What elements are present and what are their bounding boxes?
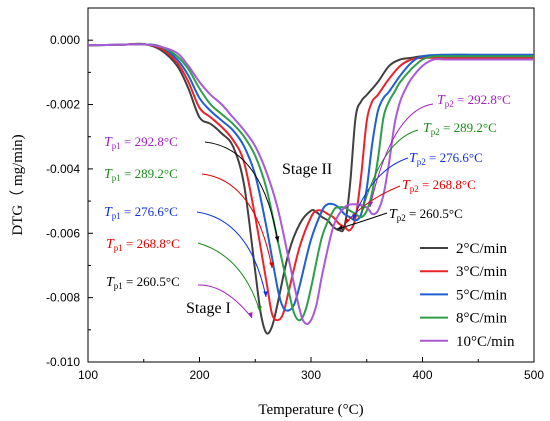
annotation-subscript: p2 xyxy=(410,184,419,194)
annotation-symbol: T xyxy=(402,178,411,193)
annotation-subscript: p1 xyxy=(112,141,121,151)
annotation-value: = 260.5°C xyxy=(123,274,180,289)
arrow-head xyxy=(352,214,357,220)
annotation-symbol: T xyxy=(104,205,113,220)
annotation-value: = 289.2°C xyxy=(121,166,178,181)
y-axis-title: DTG（ mg/min) xyxy=(9,134,26,235)
series-line-0 xyxy=(88,42,534,335)
annotation-symbol: T xyxy=(104,135,113,150)
y-tick-label: 0.000 xyxy=(50,33,80,47)
annotation-label: Tp1 = 276.6°C xyxy=(104,204,178,221)
annotation-subscript: p1 xyxy=(114,243,123,253)
annotation-subscript: p1 xyxy=(112,173,121,183)
annotation-symbol: T xyxy=(106,237,115,252)
annotation-subscript: p2 xyxy=(397,213,406,223)
arrow-head xyxy=(269,262,274,268)
annotation-subscript: p2 xyxy=(417,157,426,167)
y-tick-label: -0.004 xyxy=(46,162,80,176)
arrow-head xyxy=(274,236,280,242)
annotation-value: = 268.8°C xyxy=(123,236,180,251)
series-line-4 xyxy=(88,43,534,326)
arrow-head xyxy=(368,201,374,207)
stage-1-label: Stage I xyxy=(186,300,231,317)
arrow-head xyxy=(257,306,262,312)
annotation-value: = 276.6°C xyxy=(426,150,483,165)
annotation-symbol: T xyxy=(409,151,418,166)
legend-label: 10°C/min xyxy=(456,334,515,350)
x-tick-label: 100 xyxy=(78,368,98,382)
annotation-value: = 268.8°C xyxy=(419,177,476,192)
x-tick-label: 300 xyxy=(301,368,321,382)
arrow-head xyxy=(263,291,268,297)
annotation-arrow xyxy=(197,242,261,313)
legend-label: 5°C/min xyxy=(456,287,508,303)
x-tick-label: 400 xyxy=(412,368,432,382)
y-tick-label: -0.002 xyxy=(46,98,80,112)
annotation-label: Tp1 = 260.5°C xyxy=(106,274,180,291)
annotation-value: = 289.2°C xyxy=(440,120,497,135)
annotation-label: Tp1 = 268.8°C xyxy=(106,236,180,253)
arrow-head xyxy=(337,225,343,230)
y-tick-label: -0.006 xyxy=(46,226,80,240)
legend-label: 8°C/min xyxy=(456,311,508,327)
stage-2-label: Stage II xyxy=(282,161,332,178)
annotation-value: = 260.5°C xyxy=(406,206,463,221)
x-tick-label: 200 xyxy=(189,368,209,382)
annotation-symbol: T xyxy=(437,93,446,108)
annotation-arrow xyxy=(196,211,267,298)
annotation-arrow xyxy=(336,212,388,230)
annotation-label: Tp2 = 276.6°C xyxy=(409,150,483,167)
annotation-arrows xyxy=(196,103,434,319)
series-line-1 xyxy=(88,43,534,322)
legend-label: 3°C/min xyxy=(456,264,508,280)
annotation-arrow xyxy=(344,185,401,225)
annotation-label: Tp2 = 268.8°C xyxy=(402,177,476,194)
annotation-symbol: T xyxy=(389,207,398,222)
annotation-subscript: p2 xyxy=(445,99,454,109)
annotation-arrow xyxy=(369,103,434,208)
series-line-3 xyxy=(88,43,534,322)
annotation-arrow xyxy=(352,157,409,221)
arrow-head xyxy=(345,218,350,224)
annotation-arrow xyxy=(204,141,279,243)
annotation-arrow xyxy=(361,129,419,213)
annotation-arrow xyxy=(197,284,253,319)
annotation-value: = 276.6°C xyxy=(121,204,178,219)
y-tick-label: -0.008 xyxy=(46,291,80,305)
arrow-head xyxy=(248,312,253,318)
annotation-value: = 292.8°C xyxy=(454,92,511,107)
annotation-value: = 292.8°C xyxy=(121,134,178,149)
x-tick-label: 500 xyxy=(524,368,544,382)
annotation-symbol: T xyxy=(106,275,115,290)
annotation-label: Tp1 = 292.8°C xyxy=(104,134,178,151)
annotation-symbol: T xyxy=(104,167,113,182)
axes: 100 200 300 400 500 0.000 -0.002 -0.004 -0.006 -0… xyxy=(46,33,544,382)
annotation-label: Tp1 = 289.2°C xyxy=(104,166,178,183)
series-group xyxy=(88,42,534,335)
legend: 2°C/min 3°C/min 5°C/min 8°C/min 10°C/min xyxy=(420,241,515,350)
arrow-head xyxy=(360,206,366,212)
annotation-label: Tp2 = 292.8°C xyxy=(437,92,511,109)
annotation-label: Tp2 = 289.2°C xyxy=(423,120,497,137)
annotation-subscript: p1 xyxy=(112,211,121,221)
annotation-subscript: p2 xyxy=(431,127,440,137)
annotation-arrow xyxy=(201,173,273,269)
x-axis-title: Temperature (°C) xyxy=(258,402,363,418)
annotation-subscript: p1 xyxy=(114,281,123,291)
annotation-symbol: T xyxy=(423,121,432,136)
annotation-label: Tp2 = 260.5°C xyxy=(389,206,463,223)
legend-label: 2°C/min xyxy=(456,241,508,257)
y-tick-label: -0.010 xyxy=(46,355,80,369)
series-line-2 xyxy=(88,43,534,312)
